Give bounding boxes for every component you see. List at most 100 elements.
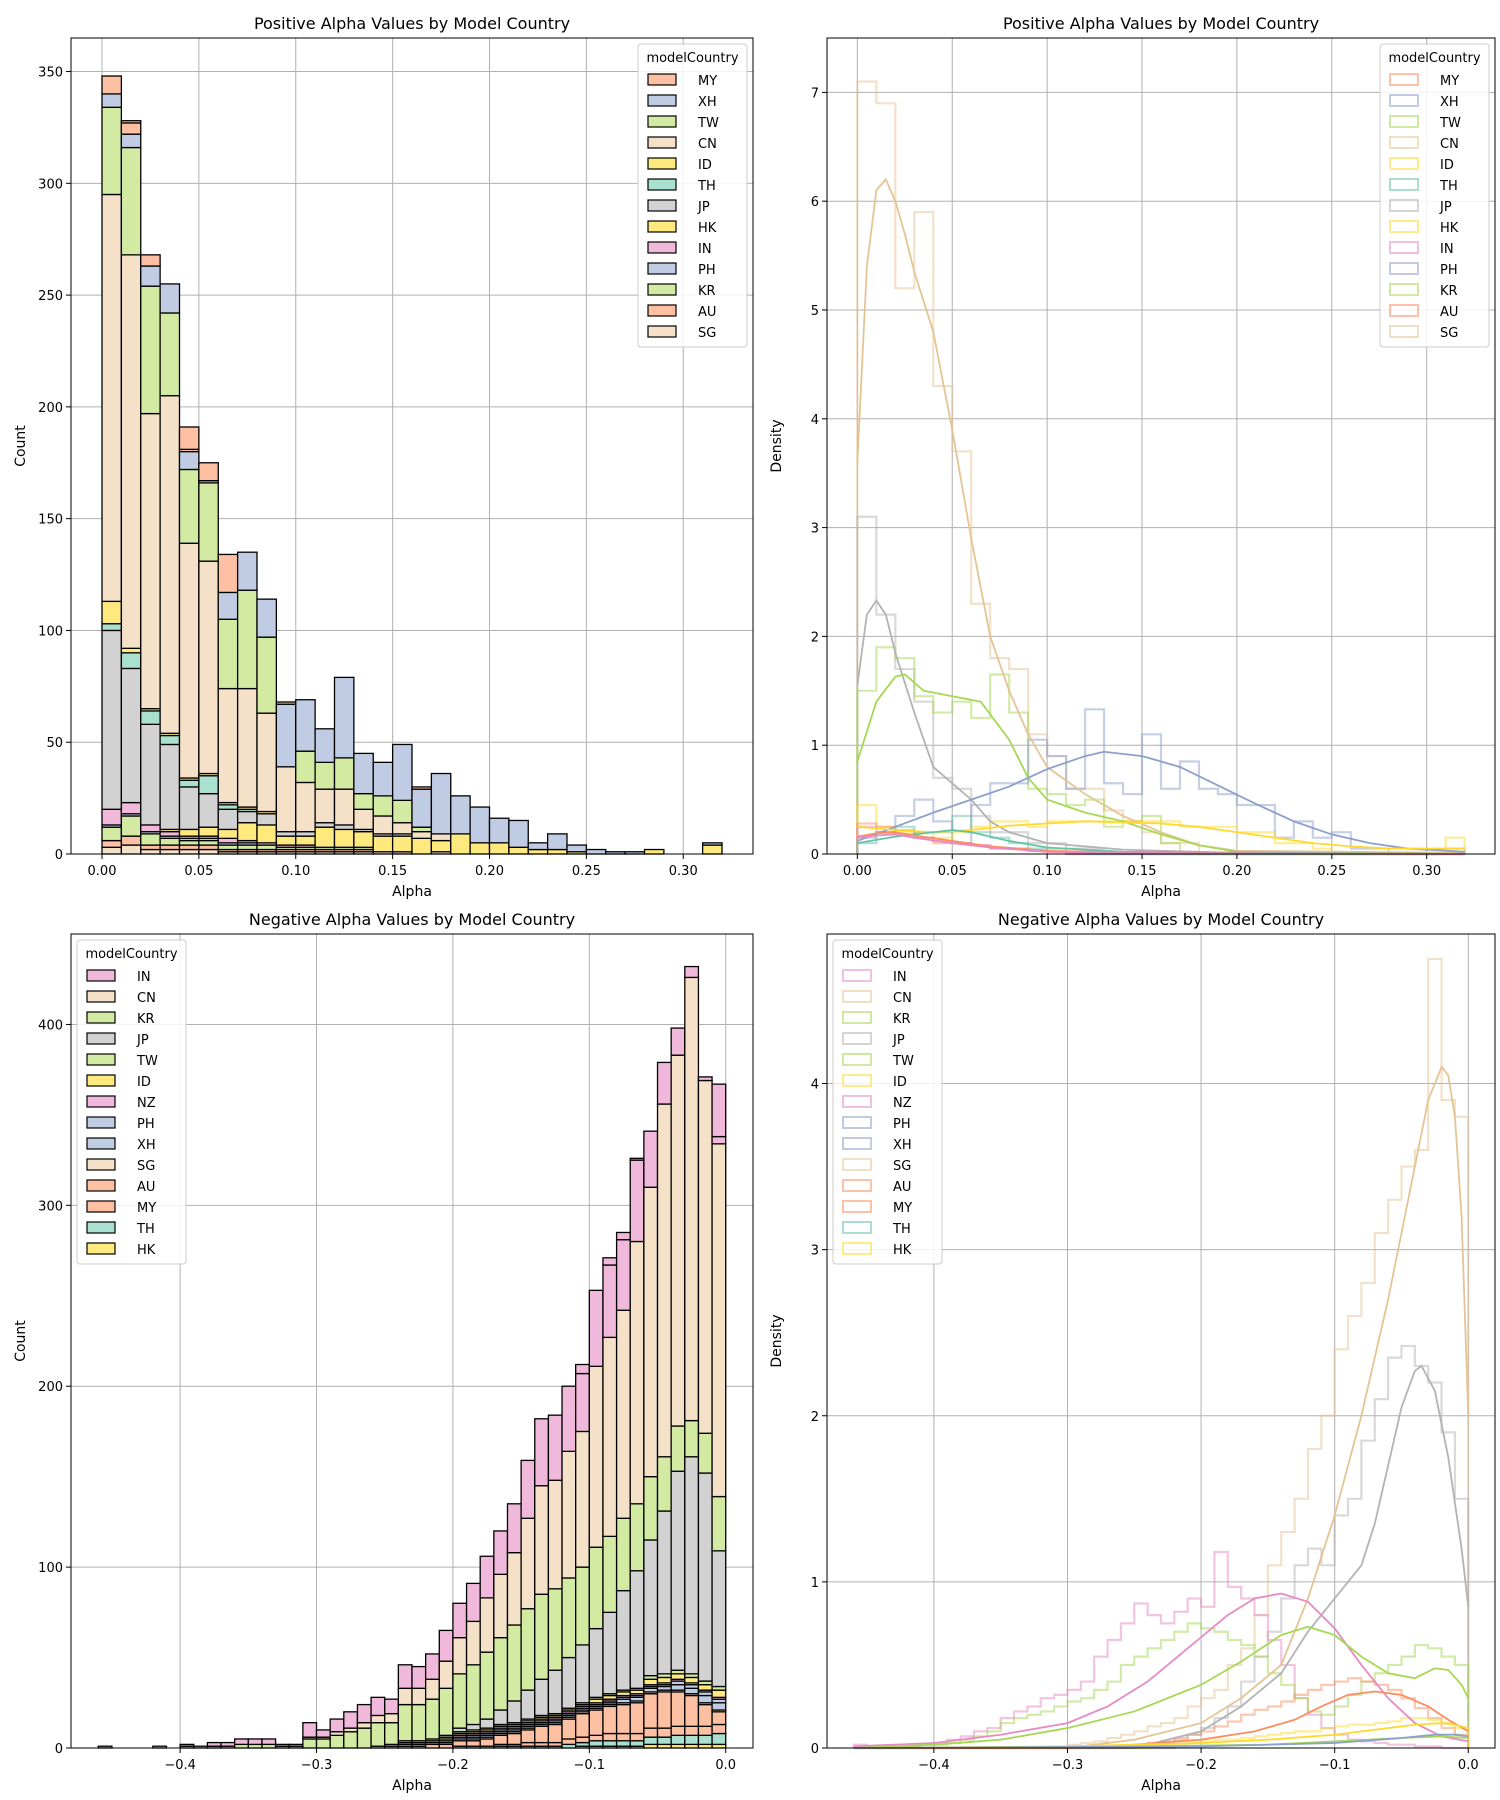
bar-segment-HK [391, 835, 413, 853]
legend-swatch-HK [842, 1242, 872, 1255]
bar-segment-TH [178, 779, 200, 788]
bar-segment-KR [178, 839, 200, 846]
legend-box [1379, 43, 1490, 348]
bar-segment-JP [101, 629, 123, 810]
bar-segment-CN [629, 1240, 645, 1505]
bar-segment-XH [711, 1702, 727, 1711]
bar-segment-XH [411, 788, 433, 828]
bar-segment-JP [275, 830, 297, 837]
bar-segment-IN [506, 1503, 522, 1554]
bar-segment-AU [101, 839, 123, 848]
legend-label-SG: SG [893, 1159, 911, 1174]
bar-segment-HK [701, 844, 723, 855]
legend-label-NZ: NZ [137, 1096, 156, 1111]
bar-segment-TH [198, 775, 219, 795]
x-tick-label: 0.20 [475, 864, 504, 879]
bar-segment-AU [561, 1718, 577, 1740]
x-tick-label: −0.4 [918, 1758, 950, 1773]
bar-segment-IN [397, 1664, 413, 1689]
bar-segment-TH [588, 1740, 604, 1747]
bar-segment-AU [452, 1740, 468, 1747]
legend-label-ID: ID [1440, 158, 1454, 173]
bar-segment-XH [178, 450, 200, 471]
y-tick-label: 300 [38, 1199, 63, 1214]
bar-segment-ID [656, 1676, 672, 1684]
bar-segment-SG [178, 848, 200, 855]
bar-segment-AU [479, 1738, 495, 1747]
bar-segment-AU [159, 844, 181, 851]
bar-segment-ID [711, 1689, 727, 1699]
bar-segment-JP [506, 1700, 522, 1724]
legend-swatch-SG [842, 1158, 872, 1171]
legend-label-KR: KR [1440, 284, 1458, 299]
bar-segment-SG [198, 848, 219, 855]
bar-segment-IN [220, 1741, 236, 1747]
bar-segment-JP [120, 667, 142, 804]
legend-label-TH: TH [1439, 179, 1458, 194]
legend-swatch-AU [647, 304, 677, 317]
legend-label-AU: AU [698, 305, 716, 320]
bar-segment-SG [159, 848, 181, 855]
x-tick-label: 0.05 [938, 864, 967, 879]
bar-segment-IN [288, 1743, 304, 1747]
x-axis-label: Alpha [1141, 1778, 1181, 1794]
bar-segment-XH [275, 703, 297, 768]
kde-line-KR [853, 1625, 1470, 1749]
bar-segment-JP [615, 1589, 631, 1691]
bar-segment-AU [178, 844, 200, 851]
legend-label-TH: TH [136, 1222, 155, 1237]
bar-segment-CN [670, 1054, 686, 1427]
legend-title: modelCountry [841, 947, 933, 962]
bar-segment-KR [602, 1535, 618, 1613]
chart-title: Positive Alpha Values by Model Country [1003, 14, 1319, 33]
bar-segment-CN [534, 1485, 550, 1595]
bar-segment-KR [159, 837, 181, 846]
legend-swatch-KR [1389, 283, 1419, 296]
bar-segment-AU [506, 1732, 522, 1746]
legend-label-TW: TW [136, 1054, 158, 1069]
bar-segment-TW [236, 589, 258, 690]
bar-segment-CN [697, 1079, 713, 1434]
legend-label-NZ: NZ [893, 1096, 912, 1111]
bar-segment-KR [370, 1722, 386, 1747]
bar-segment-HK [295, 835, 316, 846]
legend-swatch-SG [647, 325, 677, 338]
bar-segment-IN [493, 1530, 509, 1575]
bar-segment-MY [561, 1738, 577, 1746]
legend-label-CN: CN [698, 137, 717, 152]
bar-segment-CN [295, 781, 316, 833]
bar-segment-XH [488, 817, 510, 844]
legend-label-JP: JP [892, 1033, 905, 1048]
bar-segment-CN [411, 1687, 427, 1706]
legend-label-HK: HK [1440, 221, 1459, 236]
bar-segment-MY [629, 1732, 645, 1742]
legend-swatch-ID [647, 157, 677, 170]
bar-segment-JP [140, 723, 161, 826]
legend-swatch-MY [842, 1200, 872, 1213]
bar-segment-IN [329, 1718, 345, 1733]
chart-title: Positive Alpha Values by Model Country [254, 14, 570, 33]
bar-segment-JP [198, 792, 219, 828]
bar-segment-XH [333, 676, 355, 759]
y-axis-label: Count [13, 425, 29, 467]
bar-segment-IN [179, 1743, 195, 1747]
bar-segment-CN [465, 1620, 481, 1666]
legend-swatch-CN [647, 136, 677, 149]
legend-swatch-TW [86, 1053, 116, 1066]
y-tick-label: 5 [811, 304, 819, 319]
bar-segment-KR [120, 815, 142, 837]
legend-swatch-IN [647, 241, 677, 254]
bar-segment-IN [465, 1582, 481, 1623]
legend-label-SG: SG [137, 1159, 155, 1174]
legend-box [832, 939, 943, 1265]
bar-segment-HK [236, 822, 258, 842]
bar-segment-AU [684, 1694, 700, 1727]
plot-frame [70, 933, 754, 1749]
bar-segment-AU [575, 1712, 590, 1738]
kde-line-IN [857, 833, 1465, 855]
legend-title: modelCountry [1388, 51, 1480, 66]
bar-segment-CN [588, 1365, 604, 1548]
legend-label-CN: CN [137, 991, 156, 1006]
legend-swatch-TH [1389, 178, 1419, 191]
bar-segment-JP [256, 813, 278, 826]
